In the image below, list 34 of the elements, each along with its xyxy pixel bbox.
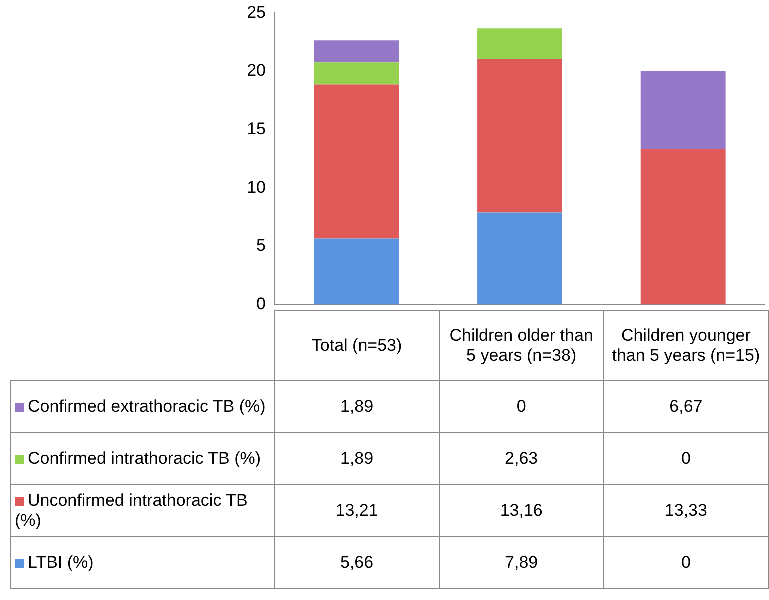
y-tick-label: 0 bbox=[256, 294, 266, 314]
bar bbox=[640, 72, 726, 150]
y-tick-label: 20 bbox=[247, 61, 266, 80]
data-label: 5,66 bbox=[274, 536, 440, 588]
legend-label: Confirmed intrathoracic TB (%) bbox=[10, 432, 275, 484]
x-tick-label: Total (n=53) bbox=[274, 310, 440, 380]
bar bbox=[314, 40, 400, 63]
data-label: 13,16 bbox=[439, 484, 604, 536]
data-label: 13,33 bbox=[604, 484, 768, 536]
bar bbox=[314, 84, 400, 239]
legend-label: Confirmed extrathoracic TB (%) bbox=[10, 380, 275, 432]
x-tick-label: Children younger than 5 years (n=15) bbox=[604, 310, 768, 380]
bar bbox=[314, 238, 400, 305]
bar bbox=[314, 62, 400, 85]
y-tick-label: 25 bbox=[247, 2, 266, 22]
legend-label: LTBI (%) bbox=[10, 536, 275, 588]
x-tick-label: Children older than 5 years (n=38) bbox=[439, 310, 604, 380]
data-label: 0 bbox=[604, 432, 768, 484]
data-label: 2,63 bbox=[439, 432, 604, 484]
data-label: 7,89 bbox=[439, 536, 604, 588]
data-label: 1,89 bbox=[274, 432, 440, 484]
bar bbox=[640, 149, 726, 305]
legend-label: Unconfirmed intrathoracic TB (%) bbox=[10, 484, 275, 536]
y-tick-label: 15 bbox=[247, 120, 266, 139]
data-label: 6,67 bbox=[604, 380, 768, 432]
bar bbox=[478, 28, 562, 60]
data-label: 13,21 bbox=[274, 484, 440, 536]
y-tick-label: 5 bbox=[256, 236, 266, 256]
bar bbox=[478, 59, 562, 213]
bar bbox=[478, 212, 562, 305]
y-tick-label: 10 bbox=[247, 178, 266, 197]
data-label: 1,89 bbox=[274, 380, 440, 432]
data-label: 0 bbox=[439, 380, 604, 432]
data-label: 0 bbox=[604, 536, 768, 588]
